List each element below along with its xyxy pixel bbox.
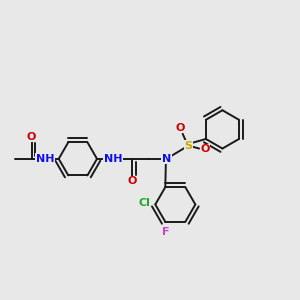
Text: N: N bbox=[162, 154, 171, 164]
Text: S: S bbox=[184, 141, 193, 151]
Text: O: O bbox=[176, 123, 185, 133]
Text: O: O bbox=[200, 144, 210, 154]
Text: Cl: Cl bbox=[138, 198, 150, 208]
Text: F: F bbox=[162, 226, 169, 236]
Text: O: O bbox=[128, 176, 137, 186]
Text: NH: NH bbox=[104, 154, 122, 164]
Text: NH: NH bbox=[36, 154, 54, 164]
Text: O: O bbox=[27, 131, 36, 142]
